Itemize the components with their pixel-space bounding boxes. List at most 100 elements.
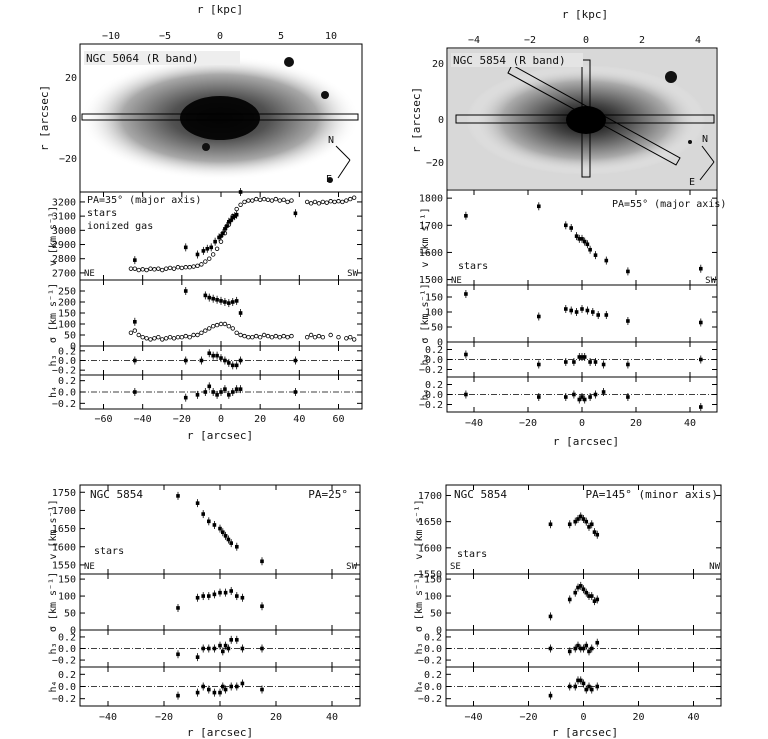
y-tick-label: 0 [70,342,76,353]
gas-point [207,326,212,331]
star-point [212,592,217,597]
gas-point [261,332,267,338]
y-tick-label: 0.2 [58,376,76,387]
y-axis-label: h₄ [48,386,59,398]
star-point [234,299,239,303]
star-point [587,684,591,689]
star-point [548,646,553,651]
slit-pa25 [507,64,681,166]
star-point [221,684,225,689]
star-point [595,597,600,602]
star-point [537,362,541,367]
gas-point [257,197,263,203]
y-axis-label: h₃ [420,353,431,365]
y-tick-label: 1650 [418,517,442,528]
y-tick-label: 1750 [52,488,76,499]
star-point [573,684,578,689]
star-point [582,355,587,359]
y-axis-label: v [km s⁻¹] [48,499,59,559]
gas-point [308,332,314,338]
gas-point [304,335,310,340]
panel-title: NGC 5854 [90,488,143,501]
star-point [595,640,600,645]
foreground-star [327,177,333,183]
y-tick-label: −0.2 [419,365,443,376]
star-point [223,643,228,648]
gas-point [351,337,357,342]
y-tick-label: 50 [431,323,443,334]
star-point [464,292,468,296]
star-point [238,358,243,363]
star-point [240,595,245,600]
y-tick-label: 0.0 [424,644,442,655]
star-point [626,395,630,399]
gas-point [242,333,247,339]
star-point [218,590,222,595]
star-point [581,681,586,686]
y-tick-label: 0.2 [424,670,442,681]
x-tick-label: 40 [687,712,699,723]
star-point [574,234,579,238]
x-tick-label: 0 [218,414,224,425]
gas-point [281,197,286,203]
gas-point [230,326,235,331]
star-point [176,652,180,657]
y-tick-label: −0.2 [52,694,76,705]
star-point [207,351,212,356]
gas-point [281,333,286,339]
gas-point [160,267,165,273]
gas-point [179,265,185,271]
star-point [183,289,188,293]
star-point [223,227,227,231]
y-tick-label: 50 [64,331,76,342]
direction-right: SW [347,269,358,279]
pa-label: PA=145° (minor axis) [586,488,718,501]
gas-point [304,199,310,205]
y-tick-label: 1600 [52,542,76,553]
gas-point [316,201,322,206]
star-point [592,530,597,534]
star-point [203,390,208,394]
plot-frame-sigma [446,284,718,343]
gas-point [328,332,333,338]
gas-point [128,266,134,271]
gas-point [132,328,138,333]
gas-point [324,200,329,205]
star-point [587,649,591,654]
star-point [626,319,630,323]
y-tick-label: −0.2 [52,399,76,410]
gas-point [234,206,239,212]
y-tick-label: 0.2 [424,632,442,643]
star-point [176,606,180,610]
star-point [213,239,217,244]
star-point [537,204,541,209]
y-tick-label: 3200 [52,197,76,208]
y-tick-label: 0.2 [425,380,443,391]
star-point [133,358,137,363]
gas-point [160,337,165,342]
star-point [219,234,223,238]
gas-point [140,267,145,272]
label-backdrop [451,53,583,67]
star-point [223,590,228,595]
star-point [601,390,606,394]
star-point [195,655,200,659]
y-tick-label: −0.2 [418,694,442,705]
star-point [573,590,578,595]
star-point [580,237,584,241]
top-tick-label: 4 [695,35,701,46]
gas-point [344,336,349,341]
gas-point [273,196,279,202]
y-tick-label: 0 [70,626,76,637]
y-tick-label: 50 [64,609,76,620]
star-point [584,687,589,692]
foreground-star [321,91,329,99]
star-point [573,646,578,651]
y-tick-label: 1600 [418,543,442,554]
top-tick-label: −4 [468,35,480,46]
star-point [230,215,235,220]
star-point [595,684,600,689]
gas-point [140,335,145,340]
